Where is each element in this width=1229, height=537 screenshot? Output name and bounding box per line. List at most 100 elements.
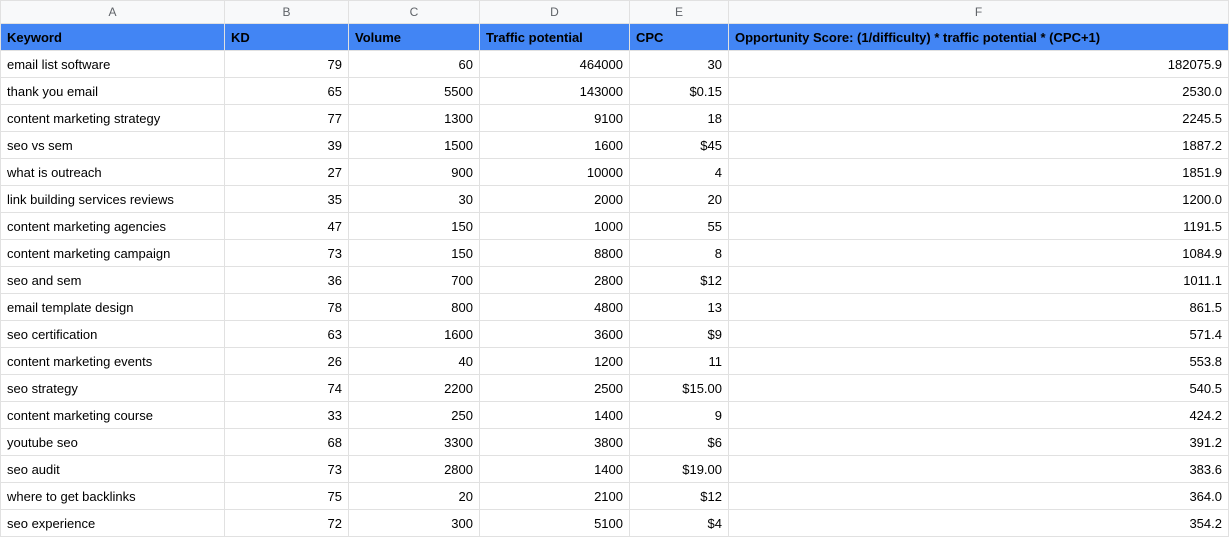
cell-kd[interactable]: 73 <box>225 240 349 267</box>
cell-score[interactable]: 1011.1 <box>729 267 1229 294</box>
cell-score[interactable]: 383.6 <box>729 456 1229 483</box>
spreadsheet-grid[interactable]: A B C D E F Keyword KD Volume Traffic po… <box>0 0 1229 537</box>
cell-cpc[interactable]: 8 <box>630 240 729 267</box>
cell-score[interactable]: 553.8 <box>729 348 1229 375</box>
cell-kd[interactable]: 27 <box>225 159 349 186</box>
cell-kd[interactable]: 73 <box>225 456 349 483</box>
cell-score[interactable]: 540.5 <box>729 375 1229 402</box>
cell-cpc[interactable]: 13 <box>630 294 729 321</box>
cell-keyword[interactable]: content marketing campaign <box>1 240 225 267</box>
cell-score[interactable]: 571.4 <box>729 321 1229 348</box>
cell-cpc[interactable]: $45 <box>630 132 729 159</box>
cell-volume[interactable]: 300 <box>349 510 480 537</box>
cell-kd[interactable]: 39 <box>225 132 349 159</box>
cell-traffic[interactable]: 2100 <box>480 483 630 510</box>
cell-keyword[interactable]: seo experience <box>1 510 225 537</box>
cell-volume[interactable]: 1300 <box>349 105 480 132</box>
cell-kd[interactable]: 68 <box>225 429 349 456</box>
cell-kd[interactable]: 77 <box>225 105 349 132</box>
col-header-F[interactable]: F <box>729 1 1229 24</box>
cell-volume[interactable]: 150 <box>349 213 480 240</box>
cell-volume[interactable]: 20 <box>349 483 480 510</box>
cell-keyword[interactable]: content marketing course <box>1 402 225 429</box>
cell-kd[interactable]: 63 <box>225 321 349 348</box>
cell-volume[interactable]: 2200 <box>349 375 480 402</box>
cell-cpc[interactable]: $9 <box>630 321 729 348</box>
cell-traffic[interactable]: 9100 <box>480 105 630 132</box>
header-traffic-potential[interactable]: Traffic potential <box>480 24 630 51</box>
cell-volume[interactable]: 1600 <box>349 321 480 348</box>
cell-cpc[interactable]: 55 <box>630 213 729 240</box>
cell-keyword[interactable]: seo certification <box>1 321 225 348</box>
cell-score[interactable]: 2530.0 <box>729 78 1229 105</box>
cell-keyword[interactable]: content marketing agencies <box>1 213 225 240</box>
cell-cpc[interactable]: 30 <box>630 51 729 78</box>
cell-volume[interactable]: 30 <box>349 186 480 213</box>
header-kd[interactable]: KD <box>225 24 349 51</box>
cell-volume[interactable]: 1500 <box>349 132 480 159</box>
cell-kd[interactable]: 36 <box>225 267 349 294</box>
header-keyword[interactable]: Keyword <box>1 24 225 51</box>
cell-score[interactable]: 1851.9 <box>729 159 1229 186</box>
col-header-D[interactable]: D <box>480 1 630 24</box>
cell-traffic[interactable]: 1200 <box>480 348 630 375</box>
cell-traffic[interactable]: 2500 <box>480 375 630 402</box>
header-opportunity-score[interactable]: Opportunity Score: (1/difficulty) * traf… <box>729 24 1229 51</box>
cell-keyword[interactable]: seo and sem <box>1 267 225 294</box>
cell-score[interactable]: 1887.2 <box>729 132 1229 159</box>
cell-volume[interactable]: 5500 <box>349 78 480 105</box>
cell-keyword[interactable]: content marketing strategy <box>1 105 225 132</box>
cell-kd[interactable]: 79 <box>225 51 349 78</box>
cell-volume[interactable]: 40 <box>349 348 480 375</box>
cell-traffic[interactable]: 1400 <box>480 402 630 429</box>
cell-kd[interactable]: 65 <box>225 78 349 105</box>
cell-score[interactable]: 391.2 <box>729 429 1229 456</box>
cell-volume[interactable]: 3300 <box>349 429 480 456</box>
cell-traffic[interactable]: 2000 <box>480 186 630 213</box>
cell-cpc[interactable]: $0.15 <box>630 78 729 105</box>
cell-kd[interactable]: 75 <box>225 483 349 510</box>
cell-cpc[interactable]: $12 <box>630 483 729 510</box>
col-header-E[interactable]: E <box>630 1 729 24</box>
cell-keyword[interactable]: email list software <box>1 51 225 78</box>
cell-volume[interactable]: 150 <box>349 240 480 267</box>
cell-cpc[interactable]: 4 <box>630 159 729 186</box>
cell-kd[interactable]: 74 <box>225 375 349 402</box>
cell-keyword[interactable]: content marketing events <box>1 348 225 375</box>
cell-cpc[interactable]: $6 <box>630 429 729 456</box>
cell-score[interactable]: 354.2 <box>729 510 1229 537</box>
cell-score[interactable]: 364.0 <box>729 483 1229 510</box>
cell-traffic[interactable]: 3800 <box>480 429 630 456</box>
header-cpc[interactable]: CPC <box>630 24 729 51</box>
cell-traffic[interactable]: 10000 <box>480 159 630 186</box>
cell-score[interactable]: 1084.9 <box>729 240 1229 267</box>
col-header-C[interactable]: C <box>349 1 480 24</box>
cell-volume[interactable]: 60 <box>349 51 480 78</box>
cell-traffic[interactable]: 143000 <box>480 78 630 105</box>
cell-keyword[interactable]: seo audit <box>1 456 225 483</box>
cell-cpc[interactable]: 11 <box>630 348 729 375</box>
cell-keyword[interactable]: link building services reviews <box>1 186 225 213</box>
cell-score[interactable]: 1200.0 <box>729 186 1229 213</box>
col-header-B[interactable]: B <box>225 1 349 24</box>
cell-keyword[interactable]: seo vs sem <box>1 132 225 159</box>
cell-traffic[interactable]: 3600 <box>480 321 630 348</box>
cell-volume[interactable]: 2800 <box>349 456 480 483</box>
cell-traffic[interactable]: 1000 <box>480 213 630 240</box>
cell-score[interactable]: 861.5 <box>729 294 1229 321</box>
cell-keyword[interactable]: thank you email <box>1 78 225 105</box>
cell-traffic[interactable]: 2800 <box>480 267 630 294</box>
cell-kd[interactable]: 47 <box>225 213 349 240</box>
cell-traffic[interactable]: 4800 <box>480 294 630 321</box>
cell-keyword[interactable]: email template design <box>1 294 225 321</box>
cell-cpc[interactable]: 9 <box>630 402 729 429</box>
cell-volume[interactable]: 700 <box>349 267 480 294</box>
cell-volume[interactable]: 900 <box>349 159 480 186</box>
cell-kd[interactable]: 78 <box>225 294 349 321</box>
cell-traffic[interactable]: 1600 <box>480 132 630 159</box>
cell-cpc[interactable]: $15.00 <box>630 375 729 402</box>
cell-volume[interactable]: 800 <box>349 294 480 321</box>
cell-kd[interactable]: 26 <box>225 348 349 375</box>
cell-kd[interactable]: 33 <box>225 402 349 429</box>
cell-traffic[interactable]: 1400 <box>480 456 630 483</box>
